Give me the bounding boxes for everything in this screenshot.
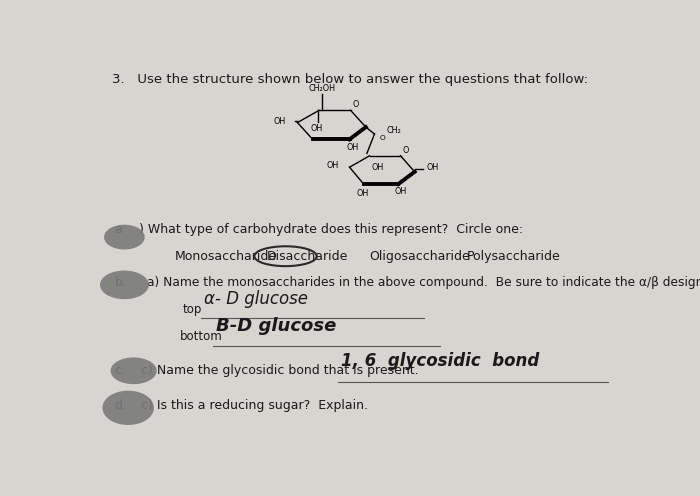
Text: OH: OH (394, 187, 407, 196)
Text: bottom: bottom (180, 330, 223, 343)
Text: OH: OH (372, 163, 384, 172)
Ellipse shape (100, 270, 149, 299)
Ellipse shape (111, 358, 157, 384)
Ellipse shape (104, 225, 145, 249)
Text: CH₂OH: CH₂OH (309, 84, 336, 93)
Text: OH: OH (346, 143, 359, 152)
Ellipse shape (102, 391, 154, 425)
Text: 1, 6  glycosidic  bond: 1, 6 glycosidic bond (342, 352, 540, 370)
Text: c.: c. (115, 364, 125, 377)
Text: OH: OH (326, 161, 339, 170)
Text: a: a (115, 223, 122, 236)
Text: d.: d. (115, 399, 127, 412)
Text: 3.   Use the structure shown below to answer the questions that follow:: 3. Use the structure shown below to answ… (112, 73, 588, 86)
Text: top: top (183, 303, 202, 316)
Text: c) Is this a reducing sugar?  Explain.: c) Is this a reducing sugar? Explain. (141, 399, 368, 412)
Text: b.: b. (115, 276, 127, 290)
Text: Polysaccharide: Polysaccharide (468, 249, 561, 263)
Text: OH: OH (311, 124, 323, 133)
Text: OH: OH (356, 188, 369, 197)
Text: Disaccharide: Disaccharide (267, 249, 348, 263)
Text: ) What type of carbohydrate does this represent?  Circle one:: ) What type of carbohydrate does this re… (139, 223, 523, 236)
Text: B-D glucose: B-D glucose (216, 317, 337, 335)
Text: O: O (402, 146, 409, 155)
Text: a) Name the monosaccharides in the above compound.  Be sure to indicate the α/β : a) Name the monosaccharides in the above… (147, 276, 700, 290)
Text: OH: OH (426, 163, 439, 172)
Text: Monosaccharide: Monosaccharide (174, 249, 276, 263)
Text: CH₂: CH₂ (386, 126, 401, 135)
Text: OH: OH (273, 117, 286, 125)
Text: c) Name the glycosidic bond that is present.: c) Name the glycosidic bond that is pres… (141, 364, 419, 377)
Text: O: O (379, 135, 385, 141)
Text: Oligosaccharide: Oligosaccharide (370, 249, 470, 263)
Text: O: O (353, 100, 359, 109)
Text: α- D glucose: α- D glucose (204, 290, 308, 308)
